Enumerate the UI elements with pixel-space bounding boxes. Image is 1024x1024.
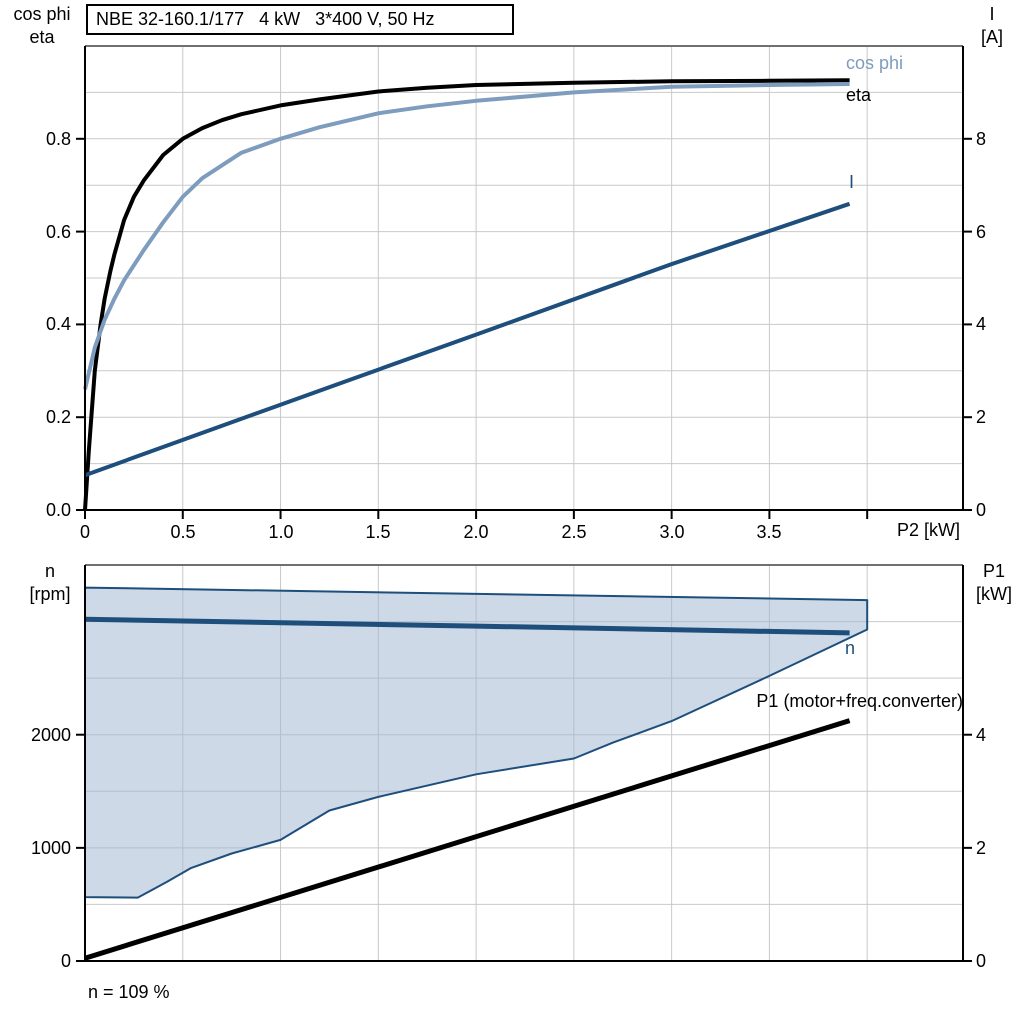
left-tick-label: 0.2 [45, 407, 71, 427]
right-tick-label: 4 [976, 314, 987, 334]
eta-series-label: eta [846, 85, 872, 105]
chart-title-box: NBE 32-160.1/177 4 kW 3*400 V, 50 Hz [86, 4, 514, 35]
top-right-axis-label-line2: [A] [980, 27, 1003, 47]
x-tick-label: 1.5 [365, 522, 391, 542]
speed-series-label: n [845, 638, 856, 658]
left-tick-label: 0.6 [45, 222, 71, 242]
right-tick-label: 2 [976, 407, 987, 427]
eta-curve [83, 78, 850, 511]
left-tick-label: 2000 [30, 725, 71, 745]
x-tick-label: 2.0 [463, 522, 489, 542]
top-right-axis-label-line1: I [989, 4, 995, 24]
left-tick-label: 0.4 [45, 314, 71, 334]
cos-phi-curve [83, 82, 850, 390]
left-tick-label: 0 [60, 951, 71, 971]
right-tick-label: 6 [976, 222, 987, 242]
bottom-right-axis-label-line1: P1 [982, 561, 1006, 581]
chart-title: NBE 32-160.1/177 4 kW 3*400 V, 50 Hz [96, 9, 435, 29]
x-tick-label: 3.5 [756, 522, 782, 542]
bottom-left-axis-label-line2: [rpm] [29, 584, 71, 604]
x-tick-label: 2.5 [561, 522, 587, 542]
left-tick-label: 0.0 [45, 500, 71, 520]
top-left-axis-label-line2: eta [29, 27, 55, 47]
x-tick-label: 0 [79, 522, 90, 542]
i-curve [84, 201, 851, 478]
x-tick-label: 3.0 [659, 522, 685, 542]
x-tick-label: 1.0 [268, 522, 294, 542]
p1-motor-freq-converter--curve [84, 718, 851, 961]
right-tick-label: 4 [976, 725, 987, 745]
top-left-axis-label-line1: cos phi [13, 4, 71, 24]
right-tick-label: 8 [976, 129, 987, 149]
bottom-right-axis-label-line2: [kW] [976, 584, 1012, 604]
p1-series-label: P1 (motor+freq.converter) [756, 691, 963, 711]
right-tick-label: 0 [976, 500, 987, 520]
speed-percent-note: n = 109 % [88, 982, 170, 1002]
right-tick-label: 0 [976, 951, 987, 971]
cos-phi-series-label: cos phi [846, 53, 904, 73]
n-curve [84, 616, 850, 636]
right-tick-label: 2 [976, 838, 987, 858]
speed-band [84, 586, 869, 899]
x-tick-label: 0.5 [170, 522, 196, 542]
current-series-label: I [849, 172, 855, 192]
left-tick-label: 0.8 [45, 129, 71, 149]
x-axis-label-p2: P2 [kW] [896, 520, 960, 540]
bottom-left-axis-label-line1: n [44, 561, 55, 581]
left-tick-label: 1000 [30, 838, 71, 858]
